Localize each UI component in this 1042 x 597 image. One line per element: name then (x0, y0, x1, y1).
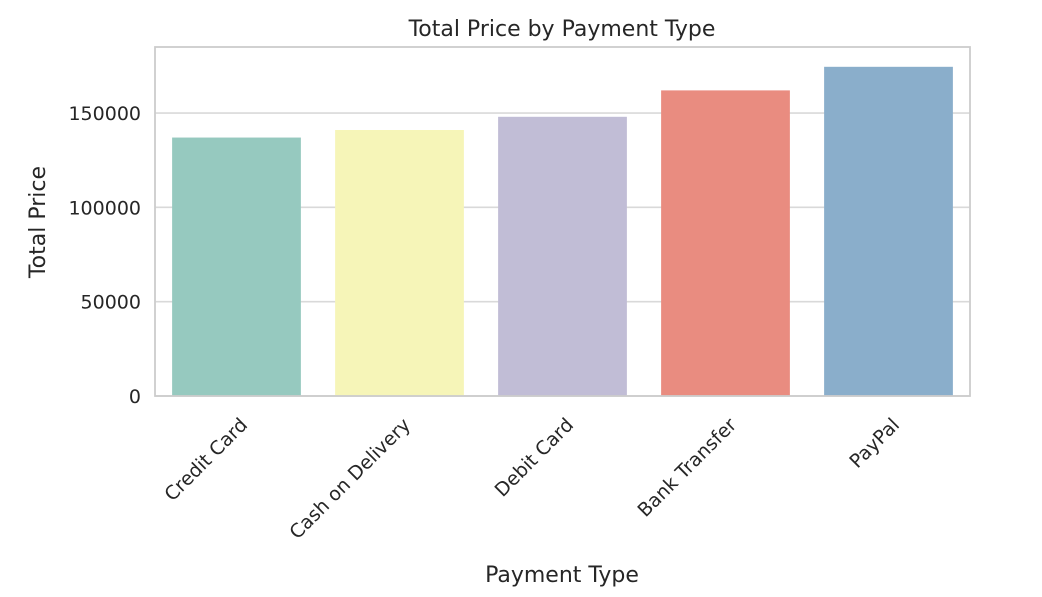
x-tick-label: Cash on Delivery (285, 414, 415, 544)
bar-debit-card (498, 116, 627, 397)
bar-credit-card (172, 137, 301, 397)
x-tick-labels: Credit Card Cash on Delivery Debit Card Ban… (160, 414, 904, 544)
y-tick-label: 50000 (81, 292, 141, 314)
plot-frame (154, 46, 971, 397)
x-tick-label: PayPal (845, 414, 904, 473)
bar-paypal (824, 66, 953, 396)
chart-title: Total Price by Payment Type (408, 17, 716, 42)
y-tick-label: 0 (129, 386, 141, 408)
x-tick-label: Debit Card (491, 414, 578, 501)
y-tick-labels: 0 50000 100000 150000 (68, 103, 141, 408)
x-axis-label: Payment Type (485, 563, 639, 588)
x-tick-label: Credit Card (160, 414, 252, 506)
y-tick-label: 150000 (68, 103, 141, 125)
bars (172, 66, 953, 397)
bar-bank-transfer (661, 90, 790, 396)
bar-cash-on-delivery (335, 130, 464, 396)
x-tick-label: Bank Transfer (633, 414, 741, 522)
y-axis-label: Total Price (26, 166, 51, 279)
y-tick-label: 100000 (68, 197, 141, 219)
